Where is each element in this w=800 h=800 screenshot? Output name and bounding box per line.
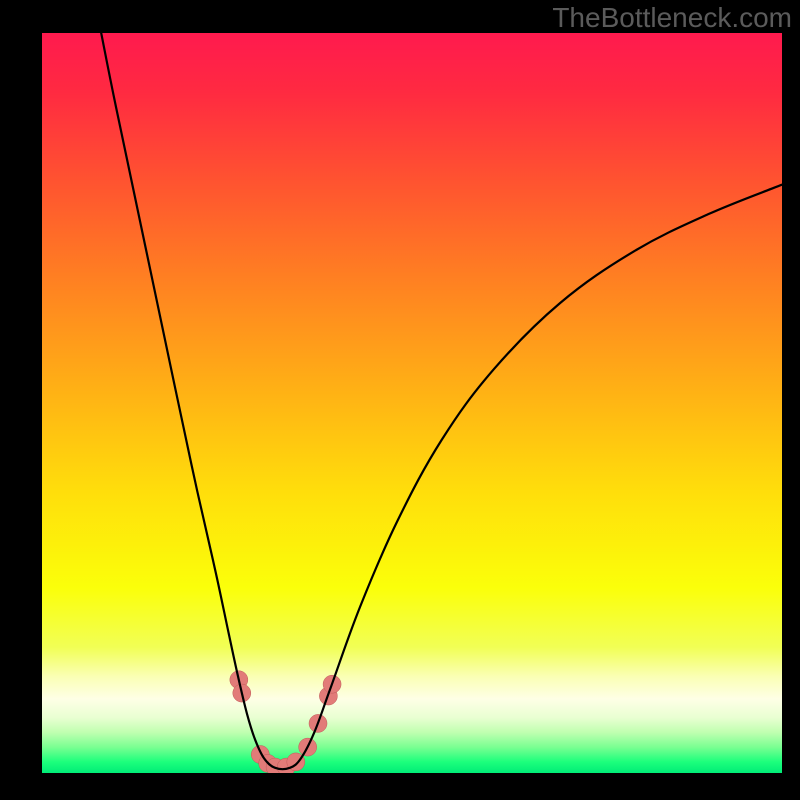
plot-area <box>42 33 782 773</box>
v-curve <box>101 33 782 769</box>
curve-layer <box>42 33 782 773</box>
chart-container: TheBottleneck.com <box>0 0 800 800</box>
markers-group <box>230 671 341 773</box>
watermark-text: TheBottleneck.com <box>552 2 792 34</box>
